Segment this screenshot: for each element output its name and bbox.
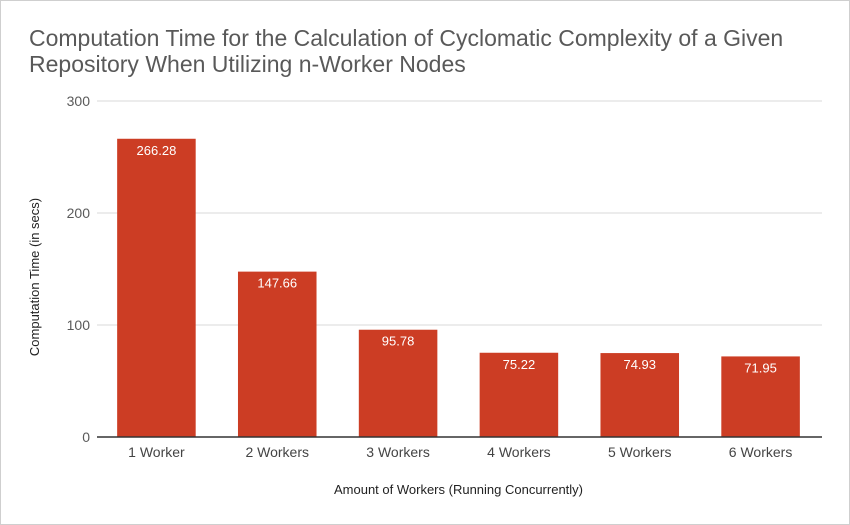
bar xyxy=(600,353,680,437)
bar-data-label: 75.22 xyxy=(503,357,536,372)
y-axis-ticks: 0 100 200 300 xyxy=(67,93,91,445)
gridlines xyxy=(97,100,822,326)
x-tick-label: 5 Workers xyxy=(608,444,672,460)
y-tick-label: 0 xyxy=(82,429,90,445)
y-axis-label: Computation Time (in secs) xyxy=(27,198,42,356)
y-tick-label: 300 xyxy=(67,93,91,109)
x-axis-ticks: 1 Worker 2 Workers 3 Workers 4 Workers 5 Wor… xyxy=(128,444,792,460)
bar-data-label: 266.28 xyxy=(137,143,177,158)
bar xyxy=(117,138,196,437)
y-tick-label: 100 xyxy=(67,317,91,333)
bar-data-label: 95.78 xyxy=(382,334,415,349)
bar-data-label: 74.93 xyxy=(623,357,656,372)
x-tick-label: 3 Workers xyxy=(366,444,430,460)
x-tick-label: 6 Workers xyxy=(729,444,793,460)
bar xyxy=(237,271,317,437)
chart-title: Computation Time for the Calculation of … xyxy=(29,25,784,77)
bar-data-label: 147.66 xyxy=(257,276,297,291)
data-labels: 266.28 147.66 95.78 75.22 74.93 71.95 xyxy=(137,143,777,376)
bar xyxy=(721,356,800,437)
x-tick-label: 4 Workers xyxy=(487,444,551,460)
y-tick-label: 200 xyxy=(67,205,91,221)
x-tick-label: 2 Workers xyxy=(245,444,309,460)
x-tick-label: 1 Worker xyxy=(128,444,185,460)
bars xyxy=(117,138,800,437)
bar xyxy=(358,329,438,437)
x-axis-label: Amount of Workers (Running Concurrently) xyxy=(334,482,583,497)
bar-data-label: 71.95 xyxy=(744,360,777,375)
bar xyxy=(479,352,559,437)
